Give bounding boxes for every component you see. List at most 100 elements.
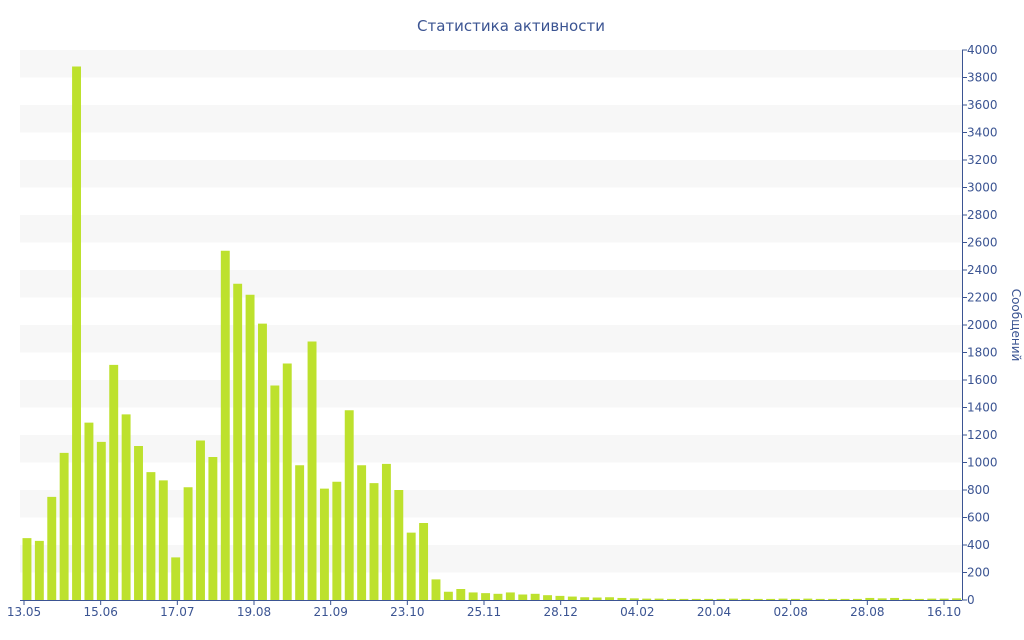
grid-band [20,325,962,353]
x-tick-labels: 13.05 15.06 17.07 19.08 21.09 23.10 25.11 28.12… [7,605,961,619]
bar [307,341,317,600]
bar [679,598,689,600]
bar [47,496,57,601]
bar [295,465,305,600]
x-tick-label: 04.02 [620,605,654,619]
bar [369,483,379,601]
chart-title: Статистика активности [417,17,605,35]
bar [790,598,800,600]
bar [518,594,528,600]
y-tick-label: 2200 [967,291,998,305]
bar [196,440,205,600]
bar [96,441,106,601]
bar [270,385,280,600]
bar [778,598,788,601]
y-tick-label: 1600 [967,373,998,387]
bar [952,598,962,600]
bar [319,488,329,601]
bar [109,364,119,601]
y-tick-label: 1800 [967,346,998,360]
bar [667,598,676,600]
y-tick-labels: 0 200 400 600 800 1000 1200 1400 1600 1800 2000 220… [967,43,998,607]
grid-band [20,490,962,518]
y-tick-label: 0 [967,593,975,607]
bar [766,598,776,600]
x-tick-label: 15.06 [83,605,117,619]
bar [877,598,887,600]
bar [84,422,94,601]
bar [208,457,218,600]
y-tick-label: 4000 [967,43,998,57]
bar [654,598,664,601]
bar [493,593,503,600]
bar [580,597,590,600]
bar [617,597,627,600]
bar [258,323,267,600]
axes [20,49,967,605]
y-tick-label: 600 [967,511,990,525]
grid-band [20,435,962,463]
x-tick-label: 25.11 [467,605,501,619]
grid-band [20,270,962,298]
bar [890,597,900,600]
y-tick-label: 1200 [967,428,998,442]
y-tick-label: 3000 [967,181,998,195]
bar [927,598,937,601]
bar [716,598,726,600]
bar [233,283,243,600]
y-tick-label: 3800 [967,71,998,85]
bar [220,250,230,600]
x-tick-label: 13.05 [7,605,41,619]
y-tick-label: 800 [967,483,990,497]
y-tick-label: 2600 [967,236,998,250]
bar [183,487,193,600]
x-tick-label: 20.04 [697,605,731,619]
x-tick-label: 02.08 [773,605,807,619]
y-tick-label: 1400 [967,401,998,415]
grid-bands [20,50,962,573]
grid-band [20,380,962,408]
bar [729,598,738,601]
bar [357,465,367,600]
grid-band [20,105,962,133]
bar [481,593,491,601]
bar [605,597,614,600]
bar [158,480,168,601]
bar [394,490,404,600]
x-tick-label: 19.08 [237,605,271,619]
bar [245,294,255,600]
bar [543,595,552,600]
bar [852,598,862,600]
bar [121,414,131,601]
grid-band [20,160,962,188]
bar [902,598,912,600]
bar [468,592,478,600]
y-tick-label: 2000 [967,318,998,332]
bar [282,363,292,600]
bar [72,66,81,600]
bar [815,598,825,600]
bar [592,597,602,600]
bar [146,472,156,601]
bar [939,598,949,601]
x-tick-label: 23.10 [390,605,424,619]
bar [629,598,639,600]
x-tick-label: 28.08 [850,605,884,619]
bar [332,481,342,600]
y-tick-label: 200 [967,566,990,580]
y-tick-label: 2800 [967,208,998,222]
y-axis-title: Сообщений [1009,289,1023,362]
y-tick-label: 1000 [967,456,998,470]
bar [530,593,540,600]
bars [22,66,962,601]
bar [34,540,44,601]
grid-band [20,50,962,78]
bar [22,538,32,601]
bar [456,589,466,600]
bar [567,596,577,600]
bar [803,598,813,601]
bar [381,463,391,601]
bar [704,598,714,600]
